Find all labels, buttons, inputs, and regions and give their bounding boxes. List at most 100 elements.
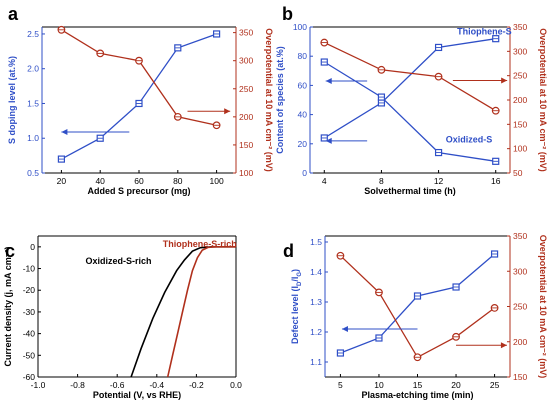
y-tick-label: 2.5 (27, 29, 39, 39)
y-axis-label: Defect level (ID/IG) (290, 269, 303, 344)
y2-tick-label: 100 (513, 144, 527, 154)
annotation-label: Oxidized-S-rich (86, 256, 152, 266)
y-tick-label: 100 (293, 22, 307, 32)
x-tick-label: 16 (491, 176, 501, 186)
y2-axis-label: Overpotential at 10 mA cm⁻² (mV) (538, 235, 548, 378)
x-tick-label: 5 (338, 380, 343, 390)
y-axis-label: Content of species (at.%) (275, 46, 285, 154)
x-tick-label: 15 (413, 380, 423, 390)
x-tick-label: -0.8 (70, 380, 85, 390)
x-tick-label: 20 (57, 176, 67, 186)
series-line (323, 38, 496, 139)
series-right-1 (336, 251, 499, 362)
panel-letter: b (282, 4, 293, 24)
y2-tick-label: 250 (513, 302, 527, 312)
y-tick-label: -50 (23, 350, 36, 360)
x-tick-label: 0.0 (230, 380, 242, 390)
x-axis-label: Added S precursor (mg) (87, 186, 190, 196)
y-tick-label: -60 (23, 372, 36, 382)
y2-tick-label: 200 (239, 112, 253, 122)
series-line (130, 246, 236, 378)
annotation-label: Thiophene-S (457, 26, 512, 36)
panel-letter: c (5, 241, 15, 261)
x-tick-label: 60 (134, 176, 144, 186)
y-tick-label: 1.1 (310, 357, 322, 367)
series-right-2 (320, 38, 500, 115)
y2-tick-label: 200 (513, 337, 527, 347)
y-tick-label: 1.2 (310, 327, 322, 337)
y2-tick-label: 350 (513, 231, 527, 241)
y2-tick-label: 250 (513, 71, 527, 81)
y-tick-label: 0 (302, 168, 307, 178)
series-thiophene-s (320, 35, 500, 142)
y2-axis-label: Overpotential at 10 mA cm⁻² (mV) (264, 28, 274, 171)
series-line (339, 255, 495, 359)
arrow-head (325, 78, 332, 85)
y2-tick-label: 350 (239, 28, 253, 38)
y2-tick-label: 100 (239, 168, 253, 178)
y2-tick-label: 50 (513, 168, 523, 178)
panel-b: b 4 8 12 16 0 20 40 60 80 100 50 100 150 200 250 300 350 S… (275, 4, 548, 196)
x-tick-label: 100 (210, 176, 224, 186)
y2-tick-label: 300 (239, 56, 253, 66)
y2-tick-label: 300 (513, 46, 527, 56)
y2-tick-label: 150 (513, 119, 527, 129)
x-tick-label: 12 (434, 176, 444, 186)
y-axis-label: S doping level (at.%) (7, 56, 17, 144)
y-tick-label: 0.5 (27, 168, 39, 178)
y-tick-label: 80 (298, 51, 308, 61)
y-tick-label: 1.3 (310, 297, 322, 307)
series-thiophene-s-rich (166, 246, 236, 378)
x-axis-label: Plasma-etching time (min) (361, 390, 473, 400)
series-oxidized-s-rich (130, 246, 236, 378)
arrow-head (500, 342, 507, 349)
y2-tick-label: 200 (513, 95, 527, 105)
y-tick-label: -40 (23, 329, 36, 339)
series-oxidized-s (320, 58, 500, 165)
arrow-head (224, 108, 231, 115)
y-tick-label: 1.4 (310, 267, 322, 277)
series-line (61, 33, 217, 160)
series-line (323, 61, 496, 162)
y2-tick-label: 250 (239, 84, 253, 94)
x-axis-label: Potential (V, vs RHE) (93, 390, 181, 400)
y-tick-label: 1.5 (27, 98, 39, 108)
y-tick-label: 20 (298, 139, 308, 149)
annotation-label: Oxidized-S (446, 134, 493, 144)
x-tick-label: -0.2 (189, 380, 204, 390)
panel-d: d 5 10 15 20 25 1.1 1.2 1.3 1.4 1.5 150 200 250 300 350… (283, 231, 548, 400)
x-tick-label: -1.0 (31, 380, 46, 390)
x-tick-label: 10 (374, 380, 384, 390)
y-tick-label: 2.0 (27, 64, 39, 74)
y-tick-label: 40 (298, 110, 308, 120)
y-tick-label: -20 (23, 285, 36, 295)
y-tick-label: 0 (30, 242, 35, 252)
y-tick-label: -10 (23, 264, 36, 274)
arrow-head (325, 137, 332, 144)
x-tick-label: 8 (379, 176, 384, 186)
y-axis-label: Current density (j, mA cm⁻²) (3, 247, 13, 367)
y2-tick-label: 350 (513, 22, 527, 32)
series-right-1 (57, 25, 221, 130)
panel-c: c -1.0 -0.8 -0.6 -0.4 -0.2 0.0 -60 -50 -40 -30 -20 -… (3, 235, 242, 400)
y-tick-label: 1.0 (27, 133, 39, 143)
x-axis-label: Solvethermal time (h) (364, 186, 456, 196)
panel-letter: d (283, 241, 294, 261)
y-tick-label: 60 (298, 80, 308, 90)
y-tick-label: 1.5 (310, 237, 322, 247)
x-tick-label: 20 (451, 380, 461, 390)
series-line (324, 42, 497, 112)
series-line (340, 253, 496, 354)
arrow-head (61, 128, 68, 135)
x-tick-label: 4 (322, 176, 327, 186)
series-line (166, 246, 236, 378)
x-tick-label: 80 (173, 176, 183, 186)
y-tick-label: -30 (23, 307, 36, 317)
annotation-label: Thiophene-S-rich (163, 239, 237, 249)
x-tick-label: 25 (490, 380, 500, 390)
arrow-head (501, 77, 508, 84)
arrow-head (341, 326, 348, 332)
x-tick-label: -0.6 (110, 380, 125, 390)
panel-letter: a (8, 4, 19, 24)
